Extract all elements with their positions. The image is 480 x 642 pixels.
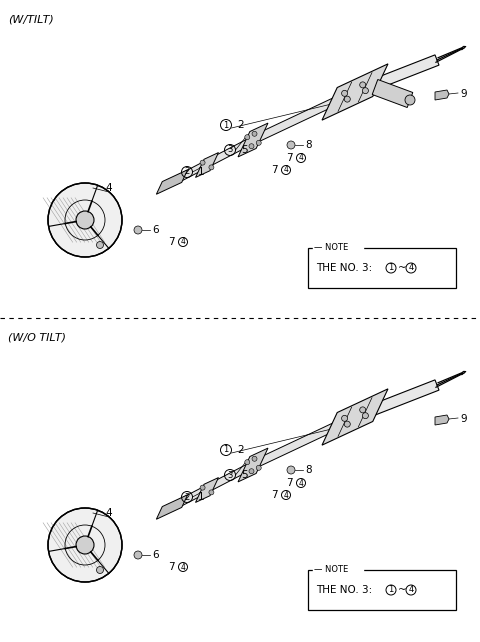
Circle shape: [287, 466, 295, 474]
Text: 6: 6: [152, 550, 158, 560]
Polygon shape: [462, 371, 466, 375]
Text: 7: 7: [271, 165, 278, 175]
Circle shape: [245, 135, 250, 140]
Text: 8: 8: [305, 140, 312, 150]
Text: 4: 4: [106, 183, 112, 193]
Circle shape: [360, 407, 366, 413]
Polygon shape: [170, 137, 254, 185]
Circle shape: [342, 91, 348, 96]
Text: 4: 4: [106, 508, 112, 518]
Circle shape: [256, 465, 261, 471]
Polygon shape: [313, 568, 363, 572]
Text: 7: 7: [168, 237, 175, 247]
Text: 1: 1: [198, 167, 204, 177]
Circle shape: [96, 566, 104, 573]
Circle shape: [200, 485, 205, 490]
Circle shape: [96, 241, 104, 248]
Polygon shape: [372, 80, 413, 107]
Text: 1: 1: [198, 492, 204, 502]
Text: — NOTE: — NOTE: [314, 243, 348, 252]
Text: 2: 2: [184, 492, 190, 501]
Text: 7: 7: [287, 478, 293, 488]
Text: 7: 7: [168, 562, 175, 572]
Text: 8: 8: [305, 465, 312, 475]
Text: 5: 5: [241, 470, 248, 480]
Circle shape: [48, 508, 122, 582]
Text: 2: 2: [237, 445, 244, 455]
Circle shape: [405, 95, 415, 105]
Polygon shape: [322, 64, 388, 120]
Circle shape: [344, 421, 350, 427]
Text: 6: 6: [152, 225, 158, 235]
Polygon shape: [462, 46, 466, 50]
Polygon shape: [322, 389, 388, 445]
Text: — NOTE: — NOTE: [314, 566, 348, 575]
Text: 4: 4: [284, 166, 288, 175]
Circle shape: [134, 551, 142, 559]
Text: 3: 3: [228, 471, 233, 480]
Text: 2: 2: [237, 120, 244, 130]
Text: 1: 1: [388, 586, 394, 594]
Polygon shape: [252, 89, 357, 144]
Circle shape: [76, 211, 94, 229]
Polygon shape: [170, 462, 254, 510]
Text: 7: 7: [287, 153, 293, 163]
Circle shape: [342, 415, 348, 421]
Circle shape: [200, 160, 205, 165]
Text: 3: 3: [228, 146, 233, 155]
Text: 1: 1: [223, 446, 228, 455]
Polygon shape: [195, 153, 218, 177]
Text: 4: 4: [180, 562, 185, 571]
Text: 4: 4: [284, 490, 288, 499]
Circle shape: [344, 96, 350, 102]
Circle shape: [134, 226, 142, 234]
Circle shape: [76, 536, 94, 554]
Text: 2: 2: [184, 168, 190, 177]
Text: 4: 4: [408, 263, 414, 272]
Circle shape: [287, 141, 295, 149]
Text: (W/TILT): (W/TILT): [8, 14, 54, 24]
Text: 4: 4: [299, 153, 303, 162]
Text: 7: 7: [271, 490, 278, 500]
Circle shape: [245, 460, 250, 465]
Text: 1: 1: [388, 263, 394, 272]
Text: THE NO. 3:: THE NO. 3:: [316, 263, 375, 273]
Circle shape: [209, 490, 214, 495]
Bar: [308, 570, 456, 610]
Text: ~: ~: [398, 585, 407, 595]
Circle shape: [252, 456, 257, 462]
Text: (W/O TILT): (W/O TILT): [8, 332, 66, 342]
Circle shape: [362, 413, 369, 419]
Polygon shape: [238, 123, 268, 157]
Polygon shape: [353, 380, 439, 422]
Circle shape: [249, 469, 254, 474]
Text: 9: 9: [460, 89, 467, 99]
Text: 4: 4: [408, 586, 414, 594]
Polygon shape: [195, 478, 218, 503]
Bar: [308, 248, 456, 288]
Text: 4: 4: [299, 478, 303, 487]
Circle shape: [209, 165, 214, 170]
Polygon shape: [435, 415, 449, 425]
Text: 4: 4: [180, 238, 185, 247]
Polygon shape: [156, 169, 188, 195]
Circle shape: [362, 88, 369, 94]
Circle shape: [360, 82, 366, 88]
Text: 1: 1: [223, 121, 228, 130]
Circle shape: [256, 141, 261, 145]
Polygon shape: [156, 495, 188, 519]
Polygon shape: [435, 90, 449, 100]
Text: 5: 5: [241, 145, 248, 155]
Polygon shape: [313, 246, 363, 250]
Polygon shape: [353, 55, 439, 97]
Circle shape: [249, 144, 254, 149]
Text: THE NO. 3:: THE NO. 3:: [316, 585, 375, 595]
Polygon shape: [238, 448, 268, 482]
Circle shape: [48, 183, 122, 257]
Text: ~: ~: [398, 263, 407, 273]
Polygon shape: [252, 413, 357, 469]
Circle shape: [252, 131, 257, 136]
Text: 9: 9: [460, 414, 467, 424]
